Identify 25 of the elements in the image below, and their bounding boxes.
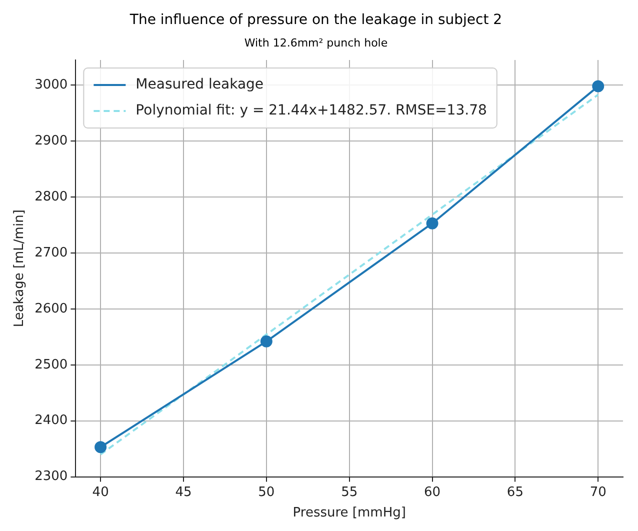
x-tick-label: 50 (258, 484, 275, 500)
legend-label: Measured leakage (136, 76, 264, 93)
x-tick-label: 45 (175, 484, 192, 500)
x-tick-label: 70 (590, 484, 606, 500)
point (592, 80, 604, 92)
x-axis-title: Pressure [mmHg] (292, 506, 406, 521)
x-tick-label: 40 (92, 484, 109, 500)
y-tick-label: 2900 (34, 133, 68, 148)
y-tick-label: 2300 (34, 469, 68, 484)
y-tick-label: 3000 (34, 78, 68, 93)
x-tick-label: 60 (424, 484, 441, 500)
legend-label: Polynomial fit: y = 21.44x+1482.57. RMSE=13.78 (136, 102, 487, 119)
y-axis-title: Leakage [mL/min] (12, 210, 28, 328)
y-tick-label: 2600 (34, 301, 68, 316)
point (260, 335, 272, 348)
x-tick-label: 55 (341, 484, 358, 500)
point (94, 441, 107, 454)
y-tick-label: 2400 (34, 413, 68, 428)
chart-title: The influence of pressure on the leakage in subject 2 (128, 12, 502, 28)
y-tick-label: 2700 (34, 245, 68, 260)
y-tick-label: 2800 (34, 189, 68, 204)
point (426, 217, 438, 230)
x-tick-label: 65 (506, 484, 524, 500)
chart-subtitle: With 12.6mm² punch hole (244, 36, 388, 50)
y-tick-label: 2500 (34, 357, 68, 372)
